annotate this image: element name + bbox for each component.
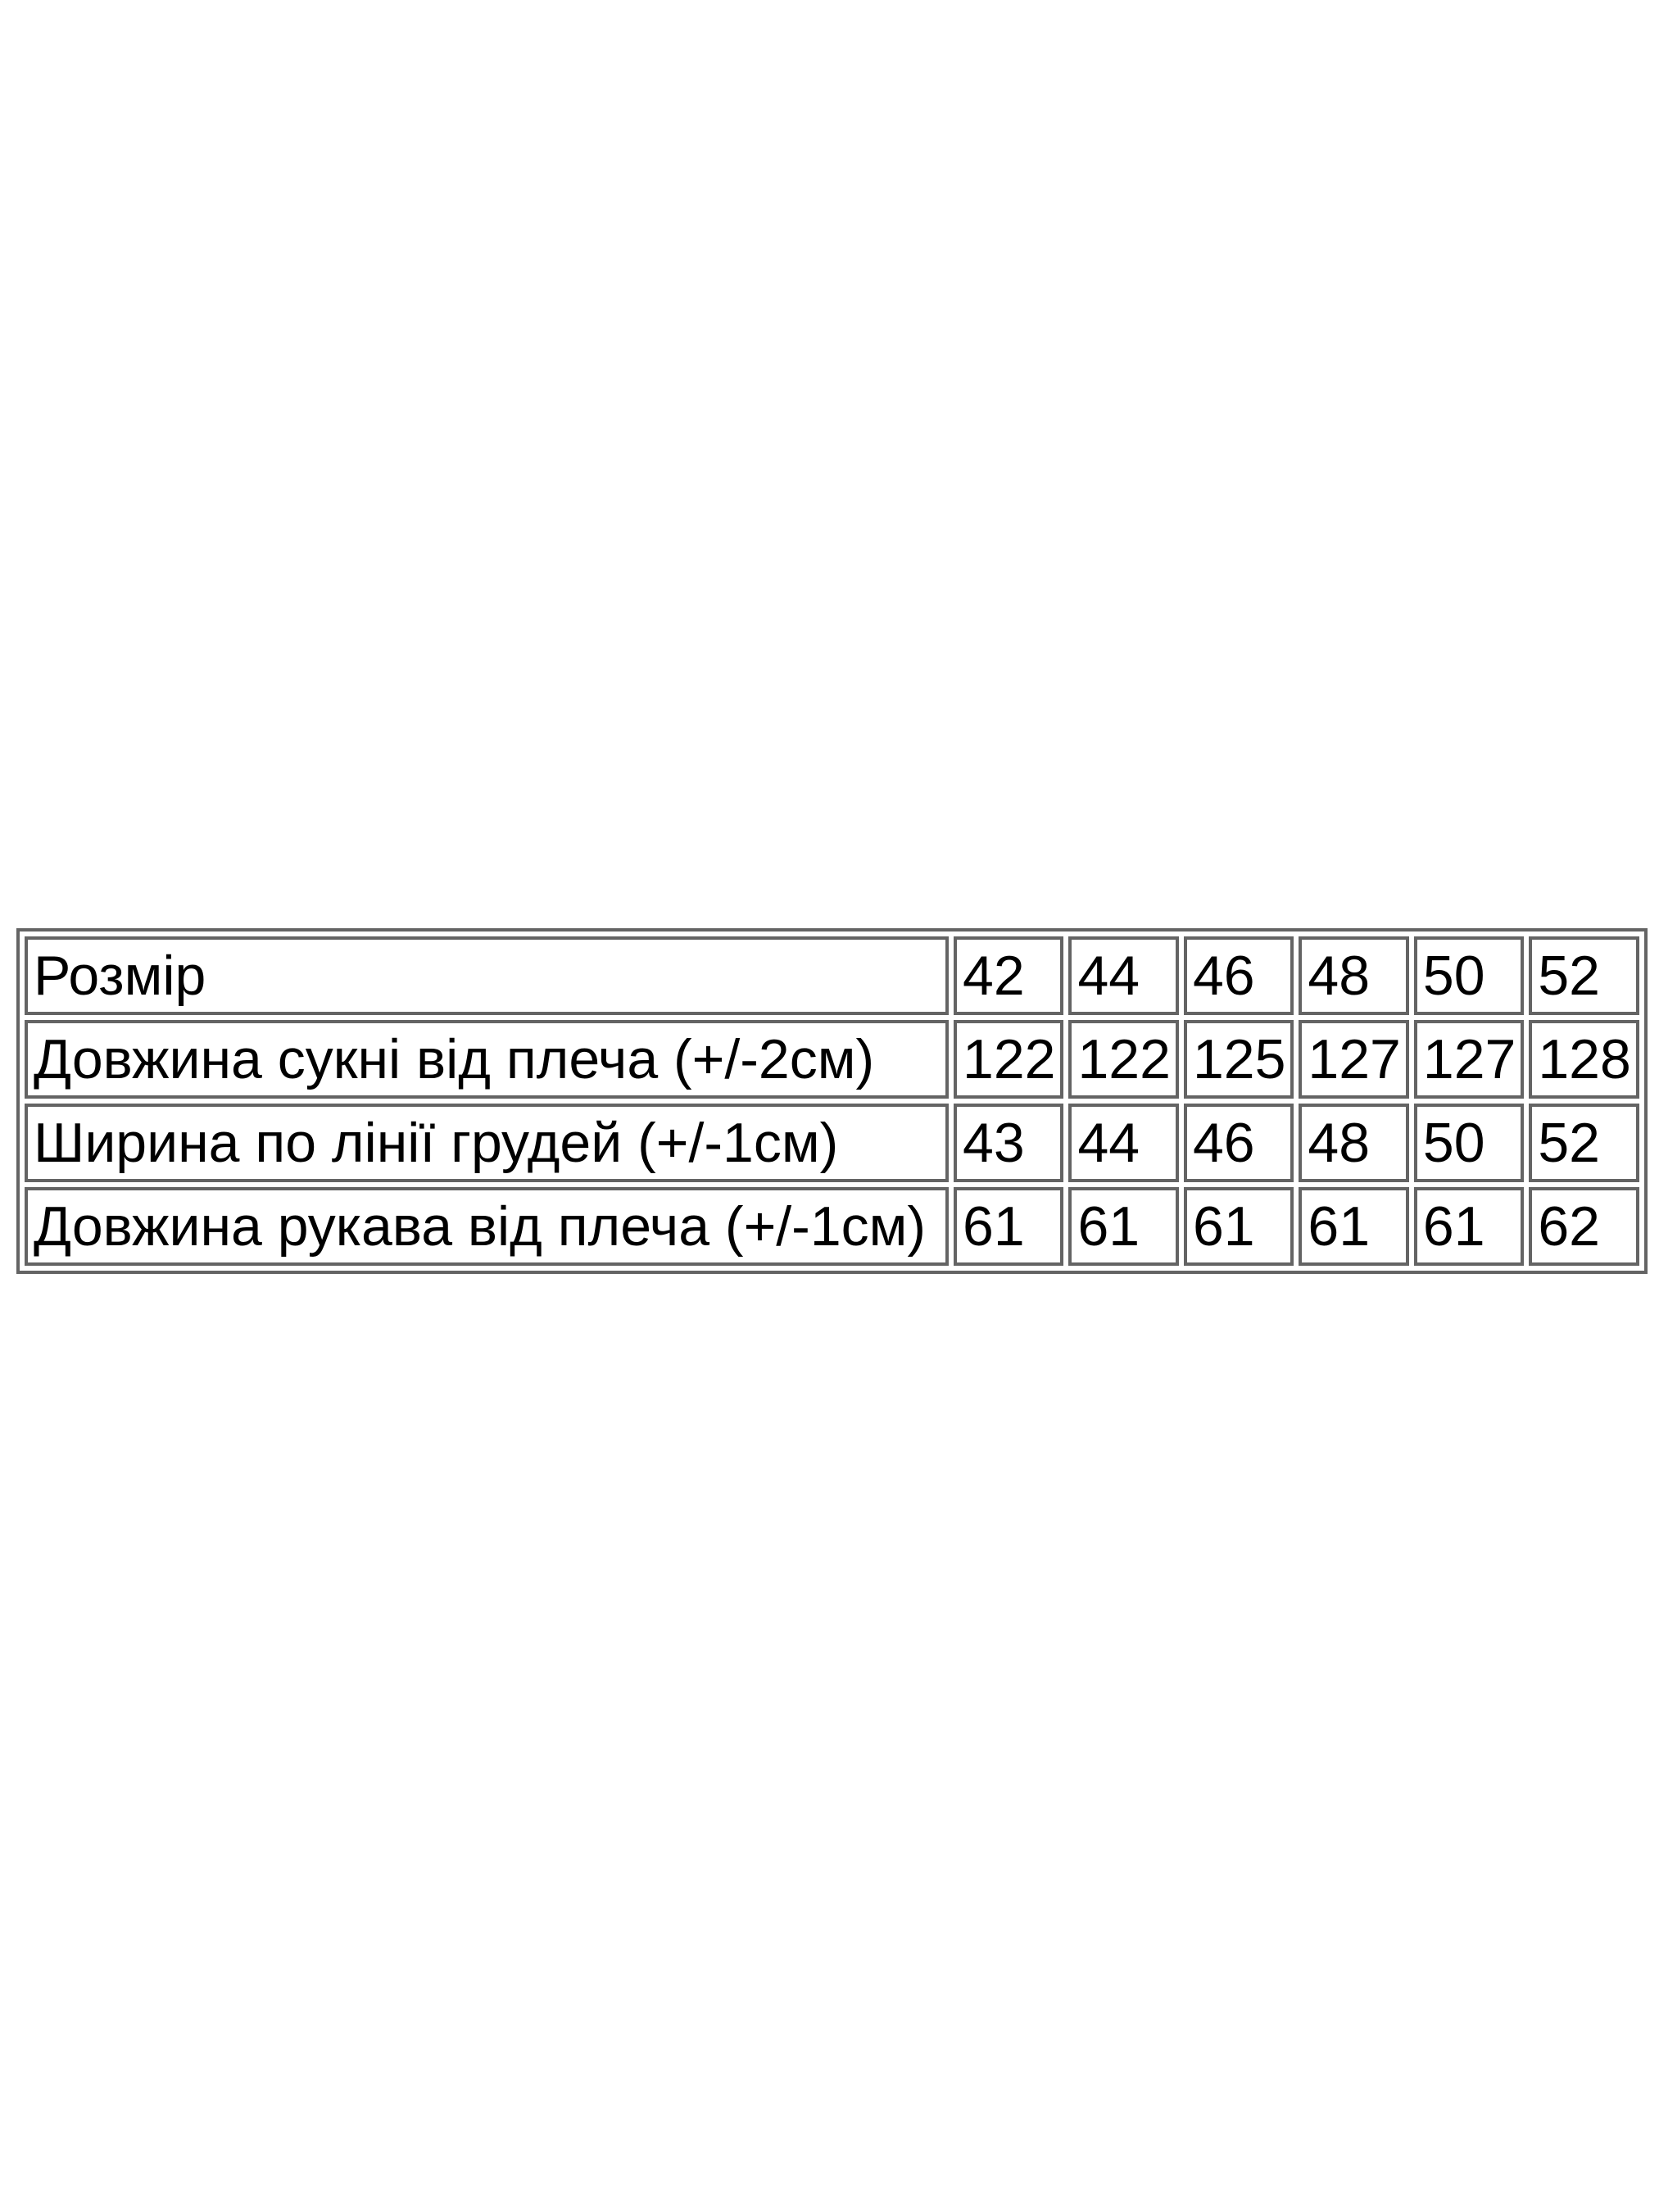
dress-length-value: 122: [954, 1020, 1064, 1099]
dress-length-value: 127: [1299, 1020, 1409, 1099]
dress-length-value: 122: [1068, 1020, 1179, 1099]
sleeve-length-value: 61: [1068, 1187, 1179, 1266]
chest-width-value: 46: [1183, 1104, 1294, 1182]
table-row-chest-width: Ширина по лінії грудей (+/-1см) 43 44 46…: [25, 1104, 1639, 1182]
size-table: Розмір 42 44 46 48 50 52 Довжина сукні в…: [16, 928, 1648, 1274]
table-row-dress-length: Довжина сукні від плеча (+/-2см) 122 122…: [25, 1020, 1639, 1099]
sleeve-length-value: 62: [1529, 1187, 1639, 1266]
chest-width-value: 52: [1529, 1104, 1639, 1182]
sleeve-length-value: 61: [954, 1187, 1064, 1266]
chest-width-value: 44: [1068, 1104, 1179, 1182]
sleeve-length-value: 61: [1299, 1187, 1409, 1266]
dress-length-value: 127: [1413, 1020, 1525, 1099]
table-row-sleeve-length: Довжина рукава від плеча (+/-1см) 61 61 …: [25, 1187, 1639, 1266]
chest-width-value: 50: [1413, 1104, 1525, 1182]
chest-width-value: 43: [954, 1104, 1064, 1182]
size-value: 52: [1529, 936, 1639, 1015]
dress-length-value: 128: [1529, 1020, 1639, 1099]
chest-width-value: 48: [1299, 1104, 1409, 1182]
dress-length-value: 125: [1183, 1020, 1294, 1099]
size-value: 50: [1413, 936, 1525, 1015]
sleeve-length-value: 61: [1183, 1187, 1294, 1266]
row-label-sleeve-length: Довжина рукава від плеча (+/-1см): [25, 1187, 949, 1266]
sleeve-length-value: 61: [1413, 1187, 1525, 1266]
size-value: 48: [1299, 936, 1409, 1015]
row-label-dress-length: Довжина сукні від плеча (+/-2см): [25, 1020, 949, 1099]
table-row-size: Розмір 42 44 46 48 50 52: [25, 936, 1639, 1015]
size-value: 46: [1183, 936, 1294, 1015]
size-value: 42: [954, 936, 1064, 1015]
size-value: 44: [1068, 936, 1179, 1015]
row-label-chest-width: Ширина по лінії грудей (+/-1см): [25, 1104, 949, 1182]
row-label-size: Розмір: [25, 936, 949, 1015]
size-table-body: Розмір 42 44 46 48 50 52 Довжина сукні в…: [25, 936, 1639, 1266]
